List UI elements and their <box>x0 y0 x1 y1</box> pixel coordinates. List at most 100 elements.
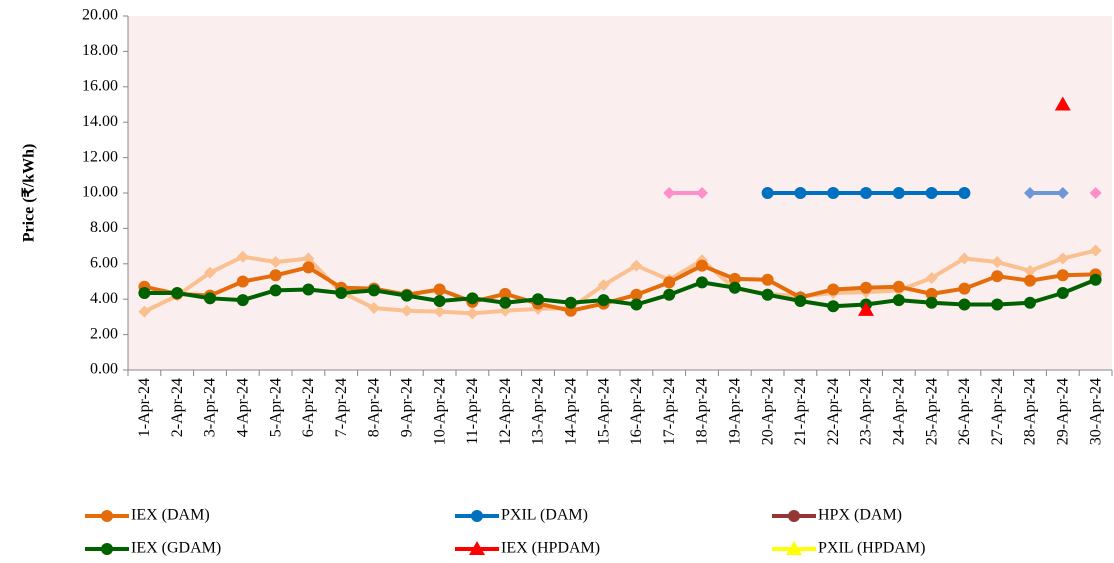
data-point <box>1056 187 1069 199</box>
x-tick-label: 20-Apr-24 <box>759 378 776 445</box>
data-point <box>827 283 840 296</box>
x-tick-label: 2-Apr-24 <box>169 378 186 437</box>
data-point <box>302 283 315 296</box>
data-point <box>761 187 774 199</box>
x-tick-label: 14-Apr-24 <box>562 378 579 445</box>
data-point <box>958 252 971 265</box>
x-tick-label: 3-Apr-24 <box>202 378 219 437</box>
data-point <box>858 301 874 316</box>
data-point <box>1024 274 1036 287</box>
data-point <box>1024 264 1036 277</box>
data-point <box>925 296 938 309</box>
data-point <box>302 261 315 274</box>
data-point <box>728 281 741 294</box>
x-tick-label: 23-Apr-24 <box>858 378 875 445</box>
data-point <box>1024 187 1036 199</box>
data-point <box>860 281 872 294</box>
data-point <box>1056 252 1069 265</box>
data-point <box>1056 287 1069 300</box>
data-point <box>925 187 938 199</box>
x-tick-label: 6-Apr-24 <box>300 378 317 437</box>
data-point <box>1089 244 1102 257</box>
legend-label: PXIL (DAM) <box>501 507 588 524</box>
data-point <box>138 305 151 318</box>
y-tick-label: 14.00 <box>82 113 118 130</box>
y-tick-label: 12.00 <box>82 148 118 165</box>
data-point <box>400 304 413 317</box>
data-point <box>236 250 249 263</box>
x-tick-label: 25-Apr-24 <box>923 378 940 445</box>
x-tick-label: 8-Apr-24 <box>366 378 383 437</box>
data-point <box>433 283 446 296</box>
x-tick-label: 17-Apr-24 <box>661 378 678 445</box>
data-point <box>925 271 938 284</box>
x-tick-label: 27-Apr-24 <box>989 378 1006 445</box>
data-point <box>138 287 151 300</box>
series-line <box>143 248 1097 316</box>
legend-marker <box>788 510 800 522</box>
y-tick-label: 4.00 <box>90 290 118 307</box>
data-point <box>1089 273 1102 286</box>
x-tick-label: 26-Apr-24 <box>956 378 973 445</box>
data-point <box>1089 187 1102 199</box>
x-tick-label: 11-Apr-24 <box>464 378 481 445</box>
data-point <box>269 256 282 269</box>
y-tick-label: 16.00 <box>82 77 118 94</box>
data-point <box>204 266 216 279</box>
data-point <box>368 284 380 297</box>
legend-label: IEX (GDAM) <box>131 540 221 557</box>
data-point <box>663 288 676 301</box>
x-tick-label: 9-Apr-24 <box>398 378 415 437</box>
data-point <box>236 294 249 307</box>
x-tick-label: 21-Apr-24 <box>792 378 809 445</box>
data-point <box>236 275 249 288</box>
legend-marker <box>101 510 113 522</box>
x-tick-label: 29-Apr-24 <box>1054 378 1071 445</box>
legend-marker <box>471 510 483 522</box>
data-point <box>597 279 610 292</box>
data-point <box>499 287 512 300</box>
data-point <box>958 187 971 199</box>
x-tick-label: 12-Apr-24 <box>497 378 514 445</box>
x-tick-label: 19-Apr-24 <box>726 378 743 445</box>
data-point <box>564 296 577 309</box>
data-point <box>630 259 643 272</box>
data-point <box>827 300 840 313</box>
y-tick-label: 8.00 <box>90 219 118 236</box>
x-tick-label: 5-Apr-24 <box>267 378 284 437</box>
x-tick-label: 22-Apr-24 <box>825 378 842 445</box>
data-point <box>269 269 282 282</box>
data-point <box>663 276 676 289</box>
data-point <box>761 273 774 286</box>
data-point <box>433 305 446 318</box>
legend-label: IEX (HPDAM) <box>501 540 600 557</box>
data-point <box>597 294 610 307</box>
data-point <box>466 307 479 320</box>
data-point <box>663 187 676 199</box>
x-tick-label: 16-Apr-24 <box>628 378 645 445</box>
y-axis-label: Price (₹/kWh) <box>21 144 38 243</box>
data-point <box>991 256 1004 269</box>
y-tick-label: 2.00 <box>90 325 118 342</box>
data-point <box>892 280 905 293</box>
x-tick-label: 24-Apr-24 <box>890 378 907 445</box>
data-point <box>696 259 708 272</box>
data-point <box>171 287 184 300</box>
x-tick-label: 4-Apr-24 <box>234 378 251 437</box>
data-point <box>269 284 282 297</box>
data-point <box>1024 296 1036 309</box>
data-point <box>991 298 1004 311</box>
data-point <box>892 294 905 307</box>
data-point <box>466 292 479 305</box>
data-point <box>1056 269 1069 282</box>
x-tick-label: 28-Apr-24 <box>1022 378 1039 445</box>
data-point <box>302 252 315 265</box>
data-point <box>925 287 938 300</box>
x-tick-label: 30-Apr-24 <box>1087 378 1104 445</box>
legend-label: IEX (DAM) <box>131 507 210 524</box>
data-point <box>958 282 971 295</box>
data-point <box>860 187 872 199</box>
data-point <box>958 298 971 311</box>
data-point <box>400 289 413 302</box>
y-tick-label: 20.00 <box>82 7 118 24</box>
